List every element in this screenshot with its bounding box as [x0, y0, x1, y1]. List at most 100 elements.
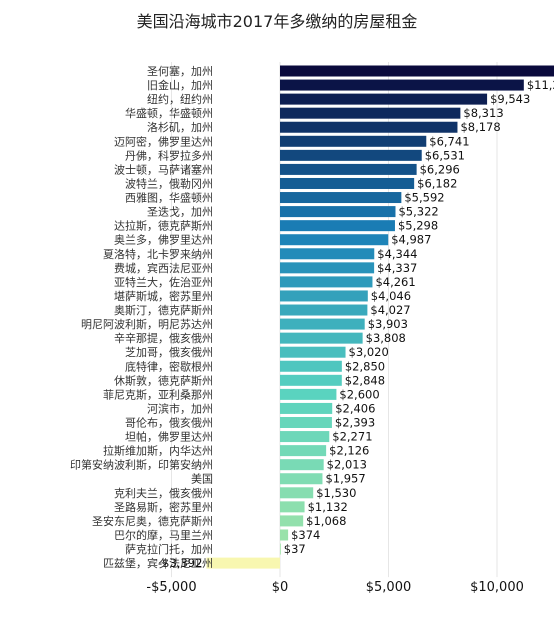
category-label: 巴尔的摩，马里兰州: [114, 528, 213, 542]
category-label: 达拉斯，德克萨斯州: [114, 219, 213, 233]
value-label: $5,322: [398, 205, 438, 219]
value-labels: $13,525$11,236$9,543$8,313$8,178$6,741$6…: [158, 78, 554, 570]
category-label: 奥斯汀，德克萨斯州: [114, 303, 213, 317]
x-tick-label: $10,000: [470, 580, 524, 595]
x-tick-label: $5,000: [366, 580, 412, 595]
bar: [280, 163, 417, 175]
category-label: 圣路易斯，密苏里州: [114, 500, 213, 514]
bars: [206, 65, 554, 569]
value-label: $1,957: [325, 472, 365, 486]
category-label: 波士顿，马萨诸塞州: [114, 162, 213, 176]
bar: [280, 135, 427, 147]
bar: [280, 318, 365, 330]
bar: [280, 234, 389, 246]
category-label: 圣何塞，加州: [147, 64, 213, 78]
bar: [280, 515, 304, 527]
bar: [280, 65, 554, 77]
value-label: $2,393: [335, 416, 375, 430]
category-label: 费城，宾西法尼亚州: [114, 261, 213, 275]
x-axis-ticks: -$5,000$0$5,000$10,000$15,000: [146, 580, 524, 595]
category-label: 迈阿密，佛罗里达州: [114, 134, 213, 148]
category-label: 拉斯维加斯，内华达州: [103, 444, 213, 458]
value-label: $5,592: [404, 191, 444, 205]
category-label: 西雅图，华盛顿州: [125, 191, 213, 205]
bar: [280, 501, 305, 513]
bar: [280, 262, 375, 274]
value-label: $3,020: [349, 345, 389, 359]
bar: [280, 417, 332, 428]
bar: [280, 206, 396, 218]
value-label: $6,741: [429, 134, 469, 148]
value-label: $2,600: [339, 387, 379, 401]
value-label: $2,848: [345, 373, 385, 387]
bar: [280, 79, 524, 91]
bar: [280, 473, 323, 485]
category-label: 旧金山，加州: [147, 78, 213, 92]
bar: [206, 557, 280, 569]
bar: [280, 248, 375, 260]
bar: [280, 431, 330, 443]
value-label: $2,271: [332, 430, 372, 444]
bar: [280, 459, 324, 471]
category-label: 华盛顿，华盛顿州: [125, 106, 213, 120]
category-label: 圣安东尼奥，德克萨斯州: [92, 514, 213, 528]
category-label: 亚特兰大，佐治亚州: [114, 275, 213, 289]
value-label: $2,013: [327, 458, 367, 472]
x-tick-label: $0: [272, 580, 289, 595]
value-label: $4,344: [377, 247, 417, 261]
bar: [280, 543, 281, 555]
value-label: $37: [284, 542, 306, 556]
value-label: $6,531: [425, 148, 465, 162]
x-tick-label: -$5,000: [146, 580, 196, 595]
category-label: 印第安纳波利斯，印第安纳州: [70, 458, 213, 472]
category-label: 底特律，密歇根州: [125, 359, 213, 373]
value-label: $5,298: [398, 219, 438, 233]
category-label: 辛辛那提，俄亥俄州: [114, 331, 213, 345]
value-label: $2,850: [345, 359, 385, 373]
category-label: 坦帕，佛罗里达州: [125, 430, 213, 444]
value-label: $2,126: [329, 444, 369, 458]
category-label: 哥伦布，俄亥俄州: [125, 416, 213, 430]
category-label: 丹佛，科罗拉多州: [125, 148, 213, 162]
bar: [280, 346, 346, 358]
value-label: $11,236: [527, 78, 554, 92]
bar: [280, 445, 327, 457]
value-label: $4,261: [375, 275, 415, 289]
value-label: $6,296: [420, 162, 460, 176]
bar: [280, 374, 342, 386]
value-label: $1,068: [306, 514, 346, 528]
category-label: 圣迭戈，加州: [147, 206, 213, 219]
bar: [280, 192, 402, 204]
category-labels: 圣何塞，加州旧金山，加州纽约，纽约州华盛顿，华盛顿州洛杉矶，加州迈阿密，佛罗里达…: [70, 64, 213, 570]
value-label: $4,337: [377, 261, 417, 275]
bar: [280, 149, 422, 161]
bar: [280, 332, 363, 344]
category-label: 洛杉矶，加州: [147, 120, 213, 134]
value-label: $374: [291, 528, 320, 542]
category-label: 明尼阿波利斯，明尼苏达州: [81, 318, 213, 331]
category-label: 克利夫兰，俄亥俄州: [114, 486, 213, 500]
category-label: 萨克拉门托，加州: [125, 542, 213, 556]
value-label: -$3,392: [158, 556, 202, 570]
bar: [280, 304, 368, 316]
value-label: $2,406: [335, 401, 375, 415]
category-label: 奥兰多，佛罗里达州: [114, 233, 213, 247]
value-label: $3,808: [366, 331, 406, 345]
category-label: 休斯敦，德克萨斯州: [114, 373, 213, 387]
bar: [280, 107, 461, 119]
bar: [280, 529, 289, 541]
value-label: $3,903: [368, 317, 408, 331]
category-label: 堪萨斯城，密苏里州: [114, 289, 213, 303]
value-label: $4,987: [391, 233, 431, 247]
value-label: $4,046: [371, 289, 411, 303]
value-label: $8,313: [463, 106, 503, 120]
value-label: $1,530: [316, 486, 356, 500]
category-label: 美国: [191, 473, 213, 486]
category-label: 芝加哥，俄亥俄州: [125, 345, 213, 359]
category-label: 夏洛特，北卡罗来纳州: [103, 247, 213, 261]
category-label: 河滨市，加州: [147, 401, 213, 415]
value-label: $1,132: [308, 500, 348, 514]
bar: [280, 360, 342, 372]
bar: [280, 290, 368, 302]
